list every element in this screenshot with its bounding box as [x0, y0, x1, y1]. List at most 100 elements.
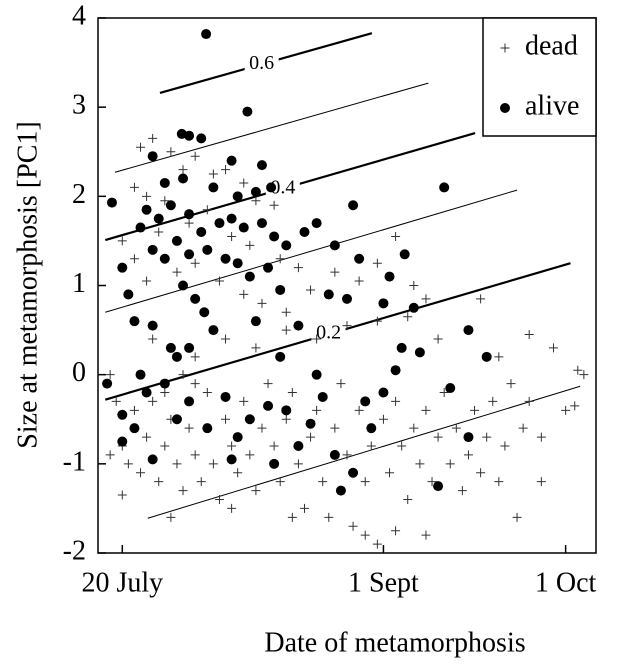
alive-point	[226, 213, 237, 224]
dead-point	[536, 477, 546, 487]
dead-point	[129, 254, 139, 264]
alive-point	[171, 351, 182, 362]
dead-point	[117, 490, 127, 500]
dead-point	[397, 441, 407, 451]
dead-point	[415, 459, 425, 469]
legend-box	[482, 17, 597, 137]
alive-point	[117, 436, 128, 447]
alive-point	[293, 441, 304, 451]
alive-point	[220, 391, 231, 402]
dead-point	[257, 298, 267, 308]
dead-point	[190, 352, 200, 362]
alive-point	[165, 342, 176, 353]
contour-label: 0.2	[316, 322, 341, 344]
dead-point	[312, 405, 322, 415]
dead-point	[293, 263, 303, 273]
dead-point	[354, 276, 364, 286]
dead-point	[470, 405, 480, 415]
alive-point	[275, 351, 286, 362]
dead-point	[433, 334, 443, 344]
alive-point	[232, 258, 243, 269]
legend-marker	[500, 103, 510, 113]
dead-point	[372, 316, 382, 326]
dead-point	[190, 379, 200, 389]
alive-point	[232, 191, 243, 202]
alive-point	[266, 182, 277, 193]
alive-point	[202, 423, 213, 434]
dead-point	[190, 151, 200, 161]
dead-point	[281, 325, 291, 335]
dead-point	[251, 343, 261, 353]
alive-point	[263, 262, 274, 273]
dead-point	[342, 321, 352, 331]
alive-point	[184, 342, 195, 353]
alive-point	[117, 409, 128, 420]
dead-point	[190, 258, 200, 268]
dead-point	[227, 441, 237, 451]
alive-point	[184, 396, 195, 407]
dead-point	[445, 459, 455, 469]
dead-point	[129, 405, 139, 415]
x-tick-label: 20 July	[81, 567, 163, 598]
dead-point	[214, 276, 224, 286]
alive-point	[106, 197, 117, 208]
dead-point	[366, 441, 376, 451]
dead-point	[245, 240, 255, 250]
alive-point	[214, 218, 225, 229]
contour-label-bg	[244, 53, 279, 76]
dead-point	[184, 423, 194, 433]
legend-label: dead	[525, 30, 578, 61]
alive-point	[378, 298, 389, 309]
dead-point	[287, 388, 297, 397]
alive-point	[196, 227, 207, 237]
alive-point	[481, 351, 492, 362]
dead-point	[117, 236, 127, 246]
alive-point	[147, 454, 158, 465]
alive-point	[159, 177, 170, 188]
dead-point	[488, 396, 498, 406]
alive-point	[250, 316, 261, 327]
alive-point	[384, 271, 395, 282]
dead-point	[494, 352, 504, 362]
dead-point	[269, 441, 279, 451]
dead-point	[299, 503, 309, 513]
dead-point	[482, 432, 492, 442]
dead-point	[293, 459, 303, 469]
dead-point	[239, 396, 249, 406]
dead-point	[306, 432, 316, 442]
dead-point	[202, 205, 212, 215]
alive-point	[329, 240, 340, 251]
alive-point	[190, 293, 201, 304]
dead-point	[227, 231, 237, 241]
dead-point	[391, 526, 401, 536]
dead-point	[281, 414, 291, 424]
dead-point	[178, 165, 188, 175]
dead-point	[160, 441, 170, 451]
y-tick-label: 3	[72, 90, 86, 121]
alive-point	[196, 133, 207, 144]
alive-point	[463, 432, 474, 443]
dead-point	[239, 178, 249, 188]
dead-point	[142, 432, 152, 442]
dead-point	[160, 196, 170, 206]
alive-point	[135, 369, 146, 380]
dead-point	[275, 477, 285, 487]
dead-point	[312, 334, 322, 344]
alive-point	[244, 414, 255, 425]
alive-point	[342, 293, 352, 304]
dead-point	[385, 468, 395, 478]
dead-point	[433, 432, 443, 442]
alive-point	[378, 387, 389, 398]
alive-point	[135, 222, 146, 233]
dead-point	[166, 147, 176, 157]
dead-point	[318, 477, 328, 487]
alive-point	[147, 244, 158, 255]
alive-point	[117, 262, 128, 273]
alive-point	[171, 414, 182, 425]
dead-point	[336, 379, 346, 389]
dead-point	[160, 388, 170, 397]
alive-point	[159, 378, 170, 389]
alive-point	[159, 253, 170, 264]
alive-point	[250, 186, 261, 197]
dead-point	[196, 477, 206, 487]
